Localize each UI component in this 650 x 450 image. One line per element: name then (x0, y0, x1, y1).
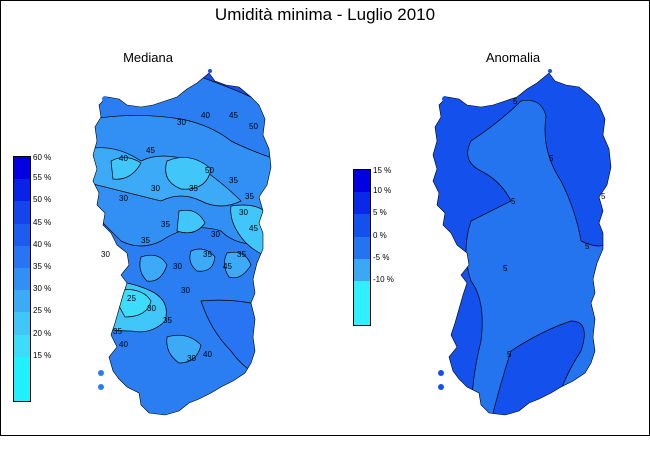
contour-label: 5 (585, 242, 590, 251)
contour-label: 35 (113, 327, 122, 336)
legend-label: 5 % (373, 208, 387, 218)
contour-label: 30 (119, 194, 128, 203)
contour-label: 30 (177, 118, 186, 127)
contour-label: 5 (549, 154, 554, 163)
contour-label: 45 (223, 262, 232, 271)
legend-label: 20 % (33, 328, 52, 338)
contour-label: 5 (601, 192, 606, 201)
contour-label: 30 (211, 230, 220, 239)
contour-label: 35 (229, 176, 238, 185)
map-mediana: 40 45503045405035303035304530354530353030… (92, 69, 272, 416)
legend-swatch (354, 214, 370, 237)
figure-frame: Umidità minima - Luglio 2010 Mediana Ano… (0, 0, 650, 436)
contour-label: 5 (513, 97, 518, 106)
legend-swatch (14, 245, 30, 268)
legend-label: 55 % (33, 173, 52, 183)
contour-label: 35 (161, 220, 170, 229)
legend-label: -10 % (373, 275, 394, 284)
legend-swatch (14, 157, 30, 180)
legend-swatch (14, 356, 30, 379)
legend-swatch (354, 258, 370, 281)
contour-label: 40 (203, 350, 212, 359)
legend-swatch (14, 312, 30, 335)
contour-label: 50 (249, 122, 258, 131)
contour-label: 35 (141, 236, 150, 245)
contour-label: 50 (205, 166, 214, 175)
contour-label: 30 (147, 304, 156, 313)
maps-svg: 40 45503045405035303035304530354530353030… (92, 69, 612, 416)
legend-label: 10 % (373, 186, 392, 196)
page-title: Umidità minima - Luglio 2010 (214, 5, 436, 24)
legend-swatch (354, 192, 370, 215)
contour-label: 35 (189, 184, 198, 193)
legend-swatch (14, 179, 30, 202)
contour-label: 40 (119, 340, 128, 349)
legend-label: 50 % (33, 195, 52, 205)
contour-label: 30 (187, 354, 196, 363)
legend-swatch (354, 236, 370, 259)
legend-swatch (14, 267, 30, 291)
contour-label: 5 (507, 350, 512, 359)
legend-mediana (13, 156, 31, 403)
contour-label: 30 (181, 286, 190, 295)
panel-title-mediana: Mediana (123, 50, 173, 65)
contour-label: 35 (203, 250, 212, 259)
legend-label: 15 % (373, 166, 392, 175)
legend-swatch (14, 378, 30, 402)
contour-label: 35 (237, 250, 246, 259)
legend-swatch (14, 334, 30, 357)
legend-swatch (14, 223, 30, 246)
legend-label: 35 % (33, 262, 52, 271)
legend-anomalia (353, 169, 371, 327)
contour-label: 5 (503, 264, 508, 273)
legend-label: 25 % (33, 306, 52, 316)
map-anomalia: 5 5 5 5 5 5 5 (432, 69, 612, 416)
contour-label: 30 (151, 184, 160, 193)
legend-swatch (354, 303, 370, 326)
contour-label: 40 (119, 154, 128, 163)
panel-title-anomalia: Anomalia (485, 50, 541, 65)
contour-label: 45 (229, 111, 238, 120)
legend-swatch (354, 170, 370, 193)
contour-label: 30 (173, 262, 182, 271)
contour-label: 5 (511, 197, 516, 206)
legend-label: 45 % (33, 217, 52, 227)
contour-label: 30 (101, 250, 110, 259)
contour-label: 45 (249, 224, 258, 233)
legend-label: 0 % (373, 230, 387, 240)
contour-label: 40 (201, 111, 210, 120)
legend-label: 30 % (33, 284, 52, 294)
contour-label: 45 (146, 146, 155, 155)
legend-label: -5 % (373, 252, 390, 262)
contour-label: 30 (239, 208, 248, 217)
legend-swatch (354, 280, 370, 304)
contour-label: 35 (163, 316, 172, 325)
legend-label: 60 % (33, 153, 52, 162)
legend-label: 15 % (33, 350, 52, 360)
contour-label: 35 (245, 192, 254, 201)
legend-swatch (14, 201, 30, 224)
legend-swatch (14, 290, 30, 313)
contour-label: 25 (127, 294, 136, 303)
legend-label: 40 % (33, 239, 52, 249)
